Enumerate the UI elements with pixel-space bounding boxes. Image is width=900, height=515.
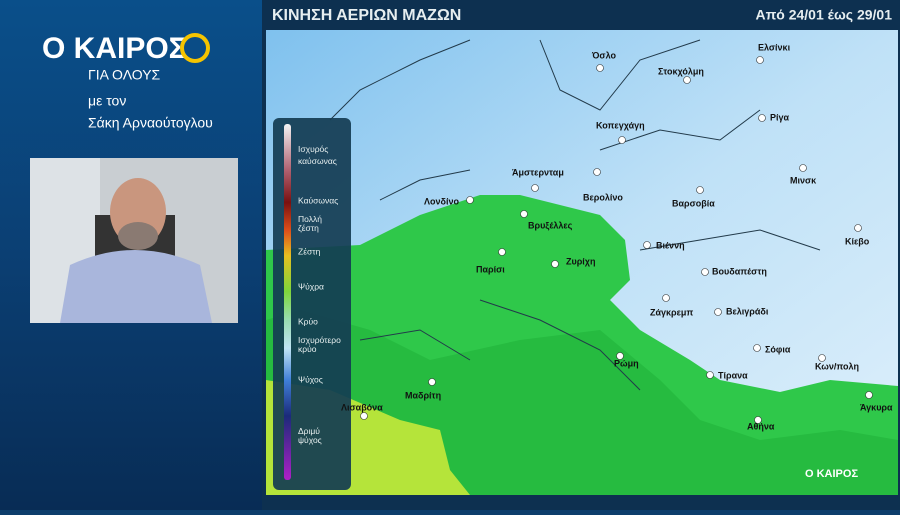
city-dot xyxy=(865,391,873,399)
legend-label: Ψύχος xyxy=(298,374,323,384)
city-label: Βαρσοβία xyxy=(672,198,715,208)
city-dot xyxy=(714,308,722,316)
city-label: Άμστερνταμ xyxy=(512,167,564,177)
city-label: Ζυρίχη xyxy=(566,256,595,266)
city-label: Ελσίνκι xyxy=(758,42,791,52)
city-label: Βρυξέλλες xyxy=(528,220,573,230)
city-label: Παρίσι xyxy=(476,264,505,274)
city-dot xyxy=(854,224,862,232)
city-dot xyxy=(596,64,604,72)
city-dot xyxy=(616,352,624,360)
city-label: Βιέννη xyxy=(656,240,685,250)
city-label: Κίεβο xyxy=(845,236,870,246)
city-dot xyxy=(756,56,764,64)
city-label: Άγκυρα xyxy=(860,402,893,412)
legend-label: Πολλή ζέστη xyxy=(298,214,322,233)
presenter-name: Σάκη Αρναούτογλου xyxy=(88,115,213,131)
legend-label: Ισχυρότερο κρύο xyxy=(298,335,341,354)
city-dot xyxy=(662,294,670,302)
city-label: Όσλο xyxy=(591,50,616,60)
city-label: Λονδίνο xyxy=(424,196,459,206)
city-dot xyxy=(618,136,626,144)
logo-title: Ο ΚΑΙΡΟΣ xyxy=(42,32,187,65)
city-label: Στοκχόλμη xyxy=(658,66,704,76)
city-dot xyxy=(551,260,559,268)
city-label: Αθήνα xyxy=(747,421,775,431)
city-dot xyxy=(696,186,704,194)
city-label: Μαδρίτη xyxy=(405,390,441,400)
city-label: Βουδαπέστη xyxy=(712,266,767,276)
watermark: Ο ΚΑΙΡΟΣ xyxy=(805,468,858,480)
city-dot xyxy=(701,268,709,276)
city-dot xyxy=(520,210,528,218)
city-dot xyxy=(531,184,539,192)
city-label: Βελιγράδι xyxy=(726,306,769,316)
city-label: Κων/πολη xyxy=(815,361,859,371)
legend-label: Κρύο xyxy=(298,316,318,326)
city-dot xyxy=(706,371,714,379)
city-dot xyxy=(498,248,506,256)
city-dot xyxy=(360,412,368,420)
city-label: Βερολίνο xyxy=(583,192,623,202)
map xyxy=(266,30,898,495)
city-label: Κοπεγχάγη xyxy=(596,120,645,130)
city-label: Σόφια xyxy=(765,344,791,354)
header-title: ΚΙΝΗΣΗ ΑΕΡΙΩΝ ΜΑΖΩΝ xyxy=(272,7,461,24)
city-label: Λισαβόνα xyxy=(341,402,383,412)
legend-label: Καύσωνας xyxy=(298,195,338,205)
legend-label: Ισχυρός καύσωνας xyxy=(298,144,337,166)
city-dot xyxy=(466,196,474,204)
legend-label: Ζέστη xyxy=(298,246,321,256)
city-dot xyxy=(799,164,807,172)
city-label: Ζάγκρεμπ xyxy=(650,307,693,317)
presenter-video xyxy=(30,158,238,323)
city-dot xyxy=(643,241,651,249)
city-dot xyxy=(818,354,826,362)
city-label: Ρώμη xyxy=(614,358,639,368)
logo-sun xyxy=(180,33,210,63)
city-dot xyxy=(753,344,761,352)
city-label: Ρίγα xyxy=(770,112,790,122)
city-label: Μινσκ xyxy=(790,175,817,185)
city-dot xyxy=(754,416,762,424)
logo-subtitle: ΓΙΑ ΟΛΟΥΣ xyxy=(88,67,161,83)
legend-label: Δριμύ ψύχος xyxy=(298,426,322,445)
legend-label: Ψύχρα xyxy=(298,281,324,291)
city-dot xyxy=(428,378,436,386)
city-dot xyxy=(683,76,691,84)
city-dot xyxy=(593,168,601,176)
logo-with: με τον xyxy=(88,93,126,109)
legend xyxy=(273,118,351,490)
city-dot xyxy=(758,114,766,122)
header-period: Από 24/01 έως 29/01 xyxy=(755,7,892,23)
city-label: Τίρανα xyxy=(718,370,748,380)
